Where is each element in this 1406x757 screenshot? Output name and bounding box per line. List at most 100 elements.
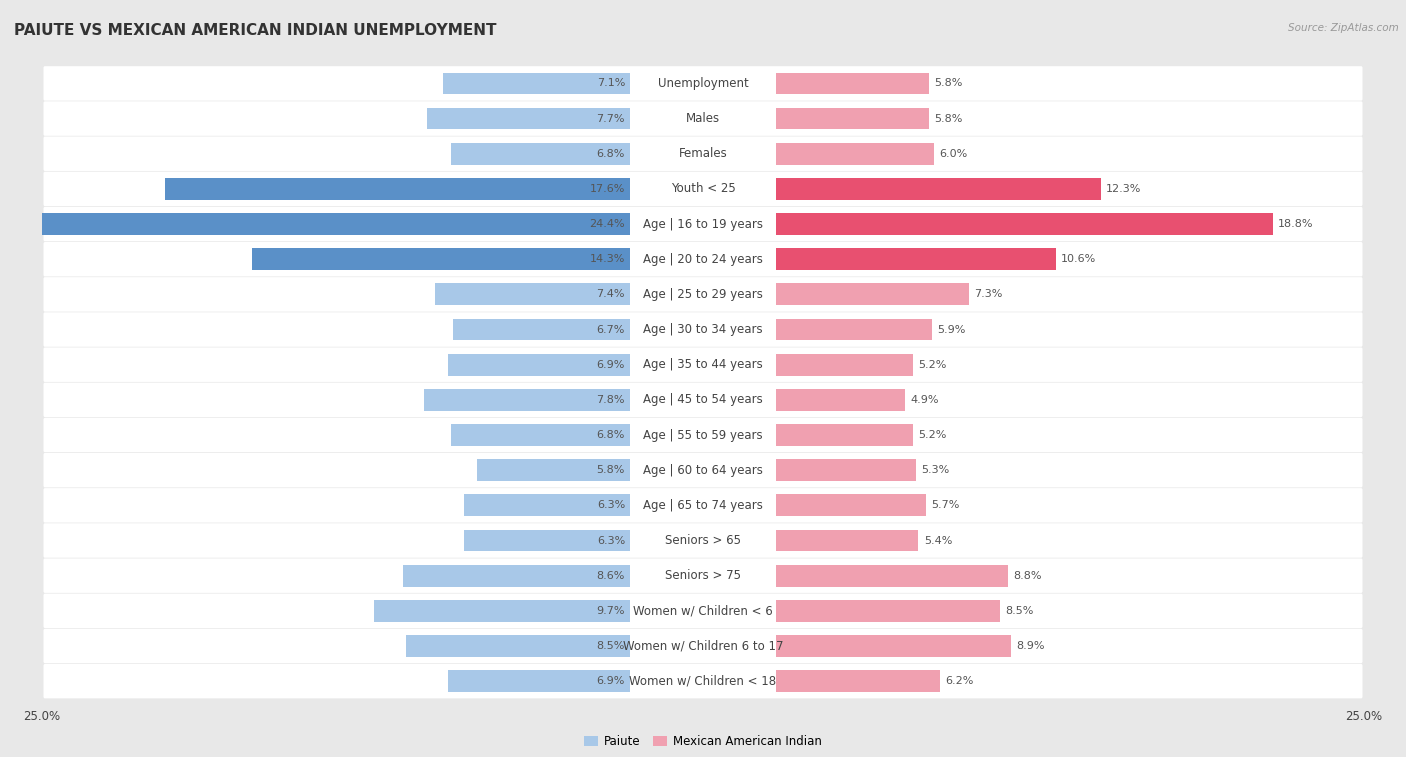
Text: Age | 30 to 34 years: Age | 30 to 34 years <box>643 323 763 336</box>
Text: 8.9%: 8.9% <box>1017 641 1045 651</box>
Text: Women w/ Children 6 to 17: Women w/ Children 6 to 17 <box>623 640 783 653</box>
Text: Age | 20 to 24 years: Age | 20 to 24 years <box>643 253 763 266</box>
Text: 24.4%: 24.4% <box>589 219 626 229</box>
Text: Women w/ Children < 18: Women w/ Children < 18 <box>630 674 776 687</box>
Text: 7.4%: 7.4% <box>596 289 626 299</box>
Bar <box>776 73 929 95</box>
Text: 6.3%: 6.3% <box>596 500 626 510</box>
FancyBboxPatch shape <box>44 453 1362 488</box>
Bar <box>425 389 630 411</box>
Text: Seniors > 65: Seniors > 65 <box>665 534 741 547</box>
Text: Youth < 25: Youth < 25 <box>671 182 735 195</box>
Bar <box>776 459 915 481</box>
Text: 6.8%: 6.8% <box>596 148 626 159</box>
Bar <box>405 635 630 657</box>
Text: 17.6%: 17.6% <box>589 184 626 194</box>
Bar <box>165 178 630 200</box>
FancyBboxPatch shape <box>44 347 1362 382</box>
Text: Age | 55 to 59 years: Age | 55 to 59 years <box>643 428 763 441</box>
Text: 6.9%: 6.9% <box>596 360 626 369</box>
Bar <box>0 213 630 235</box>
Text: PAIUTE VS MEXICAN AMERICAN INDIAN UNEMPLOYMENT: PAIUTE VS MEXICAN AMERICAN INDIAN UNEMPL… <box>14 23 496 38</box>
Bar <box>776 107 929 129</box>
Bar <box>464 494 630 516</box>
Bar <box>374 600 630 621</box>
Text: 10.6%: 10.6% <box>1062 254 1097 264</box>
Text: 8.5%: 8.5% <box>596 641 626 651</box>
Text: Age | 35 to 44 years: Age | 35 to 44 years <box>643 358 763 371</box>
FancyBboxPatch shape <box>44 629 1362 663</box>
Bar <box>404 565 630 587</box>
Bar <box>776 424 912 446</box>
Text: 7.1%: 7.1% <box>596 79 626 89</box>
FancyBboxPatch shape <box>44 313 1362 347</box>
Text: Age | 60 to 64 years: Age | 60 to 64 years <box>643 464 763 477</box>
FancyBboxPatch shape <box>44 242 1362 276</box>
Text: 14.3%: 14.3% <box>589 254 626 264</box>
Text: 6.8%: 6.8% <box>596 430 626 440</box>
FancyBboxPatch shape <box>44 664 1362 699</box>
Text: 5.7%: 5.7% <box>932 500 960 510</box>
FancyBboxPatch shape <box>44 207 1362 241</box>
Bar <box>776 354 912 375</box>
Bar <box>776 494 927 516</box>
Bar <box>776 670 939 692</box>
Bar <box>427 107 630 129</box>
Text: 6.9%: 6.9% <box>596 676 626 686</box>
Text: 6.0%: 6.0% <box>939 148 967 159</box>
Text: 7.7%: 7.7% <box>596 114 626 123</box>
Text: 9.7%: 9.7% <box>596 606 626 616</box>
Bar <box>252 248 630 270</box>
Text: Source: ZipAtlas.com: Source: ZipAtlas.com <box>1288 23 1399 33</box>
Legend: Paiute, Mexican American Indian: Paiute, Mexican American Indian <box>579 731 827 752</box>
FancyBboxPatch shape <box>44 523 1362 558</box>
Text: 6.7%: 6.7% <box>596 325 626 335</box>
FancyBboxPatch shape <box>44 593 1362 628</box>
Bar <box>776 530 918 551</box>
Text: 12.3%: 12.3% <box>1107 184 1142 194</box>
Text: 8.6%: 8.6% <box>596 571 626 581</box>
Text: 4.9%: 4.9% <box>911 395 939 405</box>
Bar <box>776 319 932 341</box>
Bar <box>443 73 630 95</box>
Bar <box>477 459 630 481</box>
Text: 5.8%: 5.8% <box>596 466 626 475</box>
FancyBboxPatch shape <box>44 277 1362 312</box>
Bar <box>450 143 630 164</box>
Bar <box>449 354 630 375</box>
Text: 7.3%: 7.3% <box>974 289 1002 299</box>
Text: 5.8%: 5.8% <box>934 79 963 89</box>
Bar <box>450 424 630 446</box>
Text: Age | 45 to 54 years: Age | 45 to 54 years <box>643 394 763 407</box>
Bar <box>776 600 1001 621</box>
FancyBboxPatch shape <box>44 66 1362 101</box>
Text: 5.8%: 5.8% <box>934 114 963 123</box>
Bar <box>776 178 1101 200</box>
FancyBboxPatch shape <box>44 172 1362 206</box>
Text: Age | 65 to 74 years: Age | 65 to 74 years <box>643 499 763 512</box>
FancyBboxPatch shape <box>44 418 1362 452</box>
Text: Unemployment: Unemployment <box>658 77 748 90</box>
Text: 18.8%: 18.8% <box>1278 219 1313 229</box>
Text: 8.5%: 8.5% <box>1005 606 1033 616</box>
Text: 8.8%: 8.8% <box>1014 571 1042 581</box>
Text: Males: Males <box>686 112 720 125</box>
Bar <box>776 143 934 164</box>
Bar <box>776 389 905 411</box>
FancyBboxPatch shape <box>44 488 1362 522</box>
FancyBboxPatch shape <box>44 136 1362 171</box>
FancyBboxPatch shape <box>44 382 1362 417</box>
Text: Seniors > 75: Seniors > 75 <box>665 569 741 582</box>
Bar <box>434 283 630 305</box>
Bar <box>776 565 1008 587</box>
Text: 5.2%: 5.2% <box>918 360 946 369</box>
Text: 7.8%: 7.8% <box>596 395 626 405</box>
Text: 6.2%: 6.2% <box>945 676 973 686</box>
Bar <box>776 213 1272 235</box>
Text: Age | 25 to 29 years: Age | 25 to 29 years <box>643 288 763 301</box>
Text: 5.3%: 5.3% <box>921 466 949 475</box>
Bar <box>449 670 630 692</box>
Text: Females: Females <box>679 148 727 160</box>
Text: 6.3%: 6.3% <box>596 535 626 546</box>
Text: Women w/ Children < 6: Women w/ Children < 6 <box>633 604 773 617</box>
